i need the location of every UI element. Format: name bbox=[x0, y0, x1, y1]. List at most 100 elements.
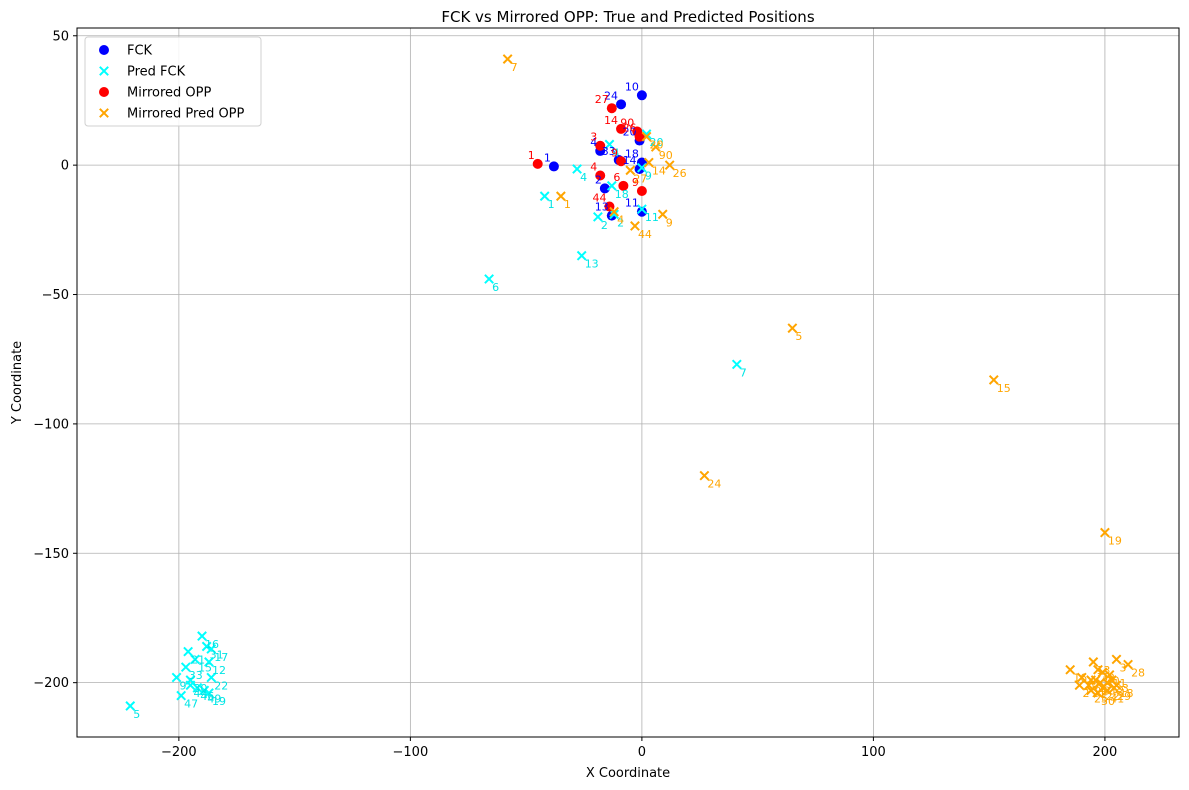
data-point bbox=[636, 206, 647, 217]
point-label: 6 bbox=[492, 281, 499, 294]
legend-box bbox=[84, 36, 262, 127]
data-point bbox=[699, 470, 710, 481]
data-point bbox=[616, 123, 627, 134]
point-label: 90 bbox=[659, 149, 673, 162]
point-label: 7 bbox=[511, 61, 518, 74]
data-point bbox=[1104, 669, 1115, 680]
point-label: 20 bbox=[650, 139, 664, 152]
point-label: 9 bbox=[611, 146, 618, 159]
point-label: 32 bbox=[1101, 672, 1115, 685]
y-tick-label: −200 bbox=[33, 676, 69, 691]
data-point bbox=[636, 162, 647, 173]
point-label: 3 bbox=[1119, 661, 1126, 674]
data-point bbox=[606, 180, 617, 191]
legend-item: FCK bbox=[99, 44, 153, 59]
data-point bbox=[609, 206, 620, 217]
x-tick-label: 100 bbox=[861, 745, 886, 760]
data-point bbox=[206, 672, 217, 683]
data-point bbox=[1093, 664, 1103, 675]
legend-marker bbox=[99, 45, 109, 55]
data-point bbox=[643, 157, 654, 168]
point-label: 27 bbox=[595, 93, 609, 106]
data-point bbox=[201, 641, 212, 652]
point-label: 9 bbox=[180, 679, 187, 692]
data-point bbox=[1097, 667, 1108, 678]
point-label: 9 bbox=[666, 216, 673, 229]
point-label: 26 bbox=[623, 122, 637, 135]
point-label: 90 bbox=[620, 117, 634, 130]
point-label: 19 bbox=[212, 695, 226, 708]
data-point bbox=[1090, 675, 1101, 685]
data-point bbox=[1065, 664, 1076, 675]
point-label: 12 bbox=[212, 664, 226, 677]
data-point bbox=[634, 131, 645, 142]
point-label: 44 bbox=[193, 687, 207, 700]
data-point bbox=[502, 54, 513, 64]
legend-marker bbox=[99, 87, 109, 97]
data-point bbox=[657, 209, 668, 220]
data-point bbox=[125, 701, 136, 711]
point-label: 50 bbox=[1101, 695, 1115, 708]
point-label: 13 bbox=[585, 258, 599, 271]
data-point bbox=[180, 662, 191, 673]
data-point bbox=[204, 657, 214, 667]
point-label: 1 bbox=[528, 149, 535, 162]
point-label: 17 bbox=[1099, 682, 1113, 695]
data-point bbox=[1111, 654, 1122, 665]
data-point bbox=[988, 375, 999, 385]
point-label: 28 bbox=[1131, 667, 1145, 680]
y-tick-label: 50 bbox=[52, 29, 69, 44]
point-label: 44 bbox=[592, 192, 606, 205]
data-point bbox=[555, 191, 566, 202]
legend-marker bbox=[99, 66, 109, 76]
data-point bbox=[641, 131, 652, 142]
data-point bbox=[595, 170, 606, 181]
point-label: 15 bbox=[198, 661, 212, 674]
point-label: 8 bbox=[1103, 685, 1110, 698]
legend-label: Pred FCK bbox=[127, 65, 186, 80]
data-point bbox=[197, 631, 207, 641]
series-mirrored-pred-opp bbox=[502, 54, 1133, 698]
point-label: 9 bbox=[645, 170, 652, 183]
point-label: 3 bbox=[590, 131, 597, 144]
data-point bbox=[1074, 680, 1085, 691]
data-point bbox=[190, 654, 200, 665]
data-point bbox=[650, 142, 661, 152]
point-label: 31 bbox=[210, 648, 224, 661]
legend-marker bbox=[99, 108, 109, 118]
point-label: 46 bbox=[200, 690, 214, 703]
data-point bbox=[1102, 685, 1113, 696]
data-point bbox=[532, 158, 543, 169]
data-point bbox=[206, 644, 217, 654]
point-label: 11 bbox=[625, 197, 639, 210]
data-point bbox=[616, 156, 627, 167]
data-point bbox=[204, 688, 214, 698]
point-label: 6 bbox=[613, 171, 620, 184]
data-point bbox=[1100, 527, 1110, 538]
point-label: 26 bbox=[673, 167, 687, 180]
legend-label: Mirrored Pred OPP bbox=[127, 107, 245, 122]
data-point bbox=[1076, 672, 1087, 683]
point-label: 30 bbox=[193, 682, 207, 695]
point-label: 29 bbox=[1117, 690, 1131, 703]
y-tick-label: −100 bbox=[33, 417, 69, 432]
data-point bbox=[548, 161, 559, 172]
point-label: 44 bbox=[638, 228, 652, 241]
data-point bbox=[539, 191, 550, 202]
point-label: 4 bbox=[590, 160, 597, 173]
point-label: 22 bbox=[1106, 690, 1120, 703]
data-point bbox=[606, 103, 617, 114]
point-label: 20 bbox=[650, 136, 664, 149]
point-label: 9 bbox=[632, 176, 639, 189]
point-label: 18 bbox=[1119, 687, 1133, 700]
point-label: 2 bbox=[595, 173, 602, 186]
point-label: 19 bbox=[1108, 535, 1122, 548]
point-label: 21 bbox=[191, 654, 205, 667]
data-point bbox=[609, 209, 620, 220]
point-label: 5 bbox=[133, 708, 140, 721]
point-label: 25 bbox=[1094, 692, 1108, 705]
data-point bbox=[576, 250, 587, 261]
